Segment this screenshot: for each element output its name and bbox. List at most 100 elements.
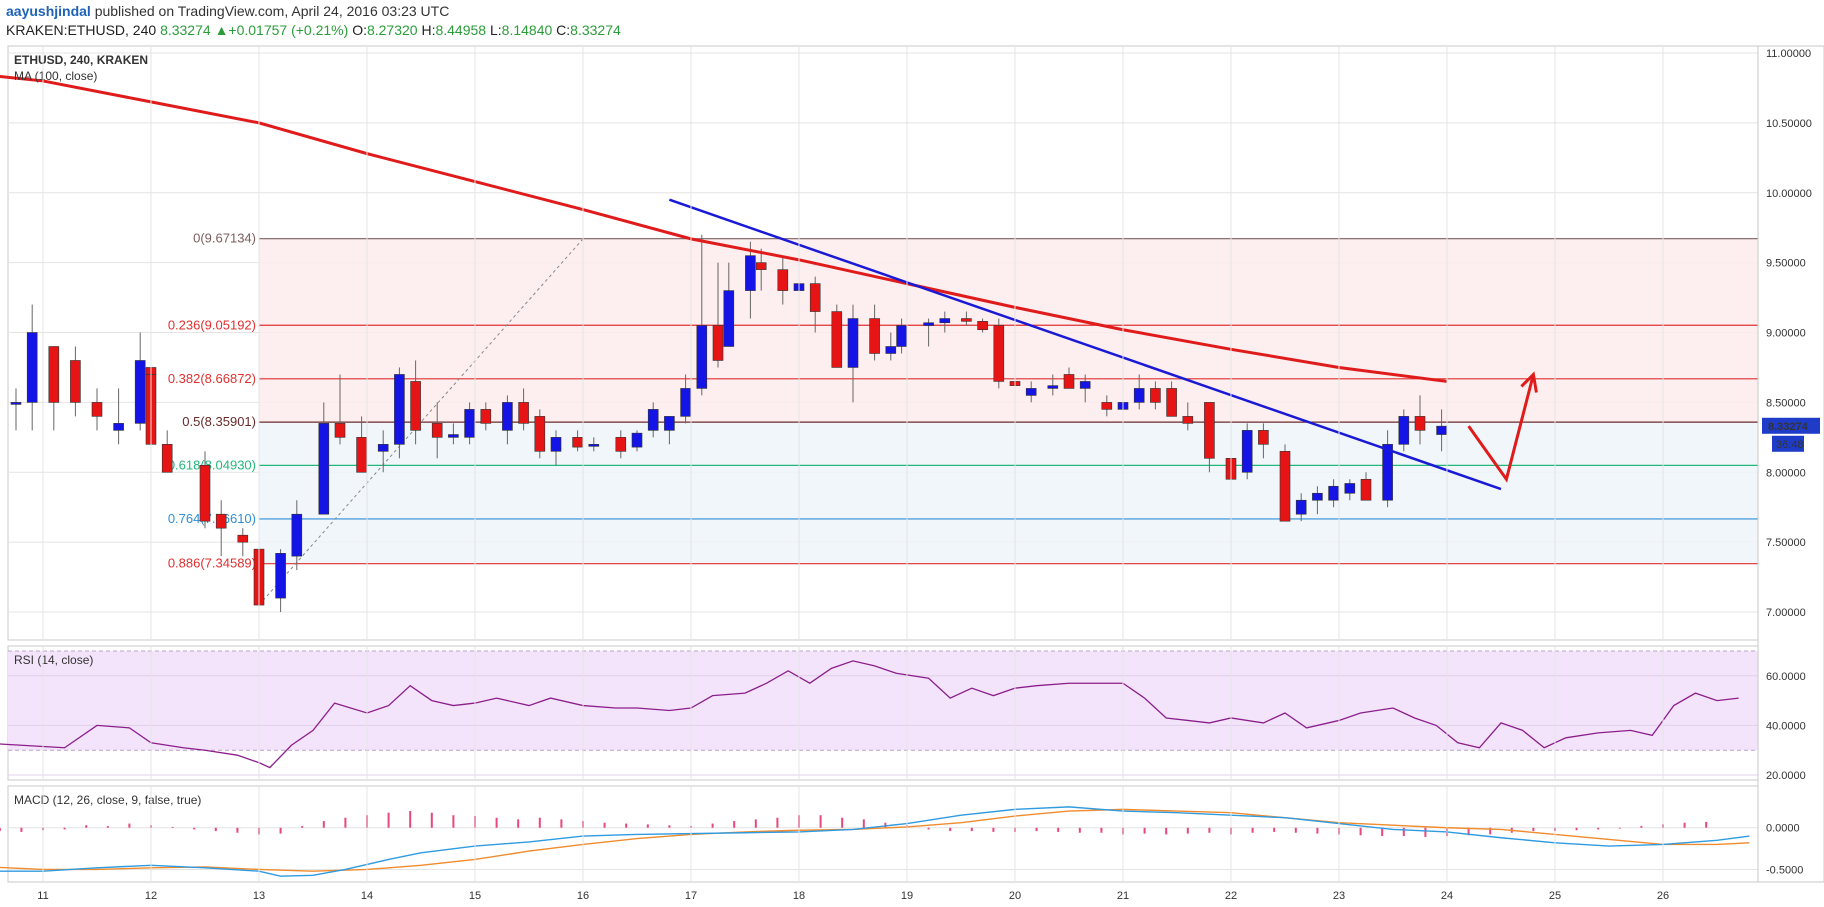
candle-body bbox=[1382, 444, 1393, 501]
candle-body bbox=[1279, 451, 1291, 522]
price-tag-bg bbox=[1762, 417, 1820, 434]
arrow-head bbox=[1520, 371, 1538, 393]
candle-body bbox=[502, 402, 513, 431]
x-tick-label: 13 bbox=[253, 890, 265, 902]
price-pane-title: ETHUSD, 240, KRAKEN bbox=[14, 53, 148, 67]
candle-body bbox=[26, 332, 38, 403]
fib-zone bbox=[259, 422, 1758, 466]
candle-body bbox=[1025, 388, 1037, 396]
candle-body bbox=[334, 423, 346, 438]
x-tick-label: 18 bbox=[793, 890, 805, 902]
fib-zone bbox=[259, 518, 1758, 564]
candle-body bbox=[199, 464, 211, 522]
y-tick-label: 11.00000 bbox=[1766, 48, 1811, 60]
candle-body bbox=[993, 325, 1005, 382]
y-tick-label: 60.0000 bbox=[1766, 671, 1806, 683]
y-tick-label: 8.50000 bbox=[1766, 397, 1806, 409]
candle-body bbox=[10, 402, 22, 405]
x-tick-label: 15 bbox=[469, 890, 481, 902]
x-tick-label: 21 bbox=[1117, 890, 1129, 902]
projection-arrow bbox=[1467, 374, 1535, 483]
candle-body bbox=[448, 434, 459, 438]
y-tick-label: 40.0000 bbox=[1766, 720, 1806, 732]
quote-line: KRAKEN:ETHUSD, 240 8.33274 ▲+0.01757 (+0… bbox=[6, 22, 621, 38]
candle-body bbox=[480, 409, 492, 424]
candle-body bbox=[70, 360, 81, 403]
rsi-title: RSI (14, close) bbox=[14, 653, 93, 667]
candle-body bbox=[885, 346, 897, 354]
fib-level-label: 0.618(8.04930) bbox=[168, 457, 256, 472]
x-tick-label: 14 bbox=[361, 890, 373, 902]
candle-body bbox=[809, 283, 821, 312]
y-tick-label: 7.00000 bbox=[1766, 607, 1806, 619]
candle-body bbox=[723, 290, 735, 347]
up-arrow-icon: ▲ bbox=[214, 22, 229, 38]
candle-body bbox=[745, 255, 756, 291]
candle-body bbox=[113, 423, 124, 431]
candle-body bbox=[1150, 388, 1161, 403]
y-tick-label: 10.00000 bbox=[1766, 188, 1812, 200]
candle-body bbox=[572, 437, 583, 448]
candle-body bbox=[1328, 485, 1339, 501]
low-value: 8.14840 bbox=[501, 22, 553, 38]
candle-body bbox=[377, 444, 389, 452]
candle-body bbox=[696, 325, 708, 389]
candle-body bbox=[1414, 416, 1426, 431]
candle-body bbox=[1182, 416, 1194, 424]
fib-zone bbox=[259, 238, 1758, 326]
price-change: +0.01757 (+0.21%) bbox=[228, 22, 349, 38]
candle-body bbox=[977, 321, 988, 331]
author-link[interactable]: aayushjindal bbox=[6, 3, 91, 19]
candle-body bbox=[318, 423, 330, 515]
candle-body bbox=[291, 513, 303, 557]
candle-body bbox=[410, 381, 421, 431]
y-tick-label: 8.00000 bbox=[1766, 467, 1806, 479]
x-tick-label: 16 bbox=[577, 890, 589, 902]
open-label: O: bbox=[352, 22, 367, 38]
candle-body bbox=[961, 318, 972, 322]
candle-body bbox=[712, 325, 724, 361]
candle-body bbox=[464, 409, 475, 438]
last-price: 8.33274 bbox=[160, 22, 211, 38]
price-pane[interactable]: 0(9.67134) 0.236(9.05192) 0.382(8.66872) 0.… bbox=[0, 45, 1759, 641]
candle-body bbox=[534, 416, 546, 452]
publish-line: aayushjindal published on TradingView.co… bbox=[6, 3, 449, 19]
y-tick-label: 20.0000 bbox=[1766, 770, 1806, 782]
rsi-line bbox=[0, 660, 1739, 769]
fib-level-label: 0.382(8.66872) bbox=[168, 371, 256, 386]
y-tick-label: 0.0000 bbox=[1766, 823, 1800, 835]
candle-body bbox=[1436, 425, 1447, 435]
fib-level-label: 0(9.67134) bbox=[193, 231, 256, 246]
candle-body bbox=[831, 311, 843, 368]
x-tick-label: 22 bbox=[1225, 890, 1237, 902]
candle-body bbox=[1047, 385, 1059, 389]
x-tick-label: 12 bbox=[145, 890, 157, 902]
fib-zone bbox=[259, 465, 1758, 519]
candle-body bbox=[1312, 492, 1323, 501]
candle-body bbox=[1063, 374, 1075, 389]
candle-body bbox=[680, 388, 691, 417]
candle-body bbox=[91, 402, 103, 417]
close-value: 8.33274 bbox=[570, 22, 621, 38]
y-tick-label: 10.50000 bbox=[1766, 118, 1812, 130]
candle-body bbox=[1101, 402, 1113, 410]
rsi-pane[interactable]: RSI (14, close) bbox=[0, 645, 1759, 781]
chart-header: aayushjindal published on TradingView.co… bbox=[0, 0, 1824, 44]
macd-pane[interactable]: MACD (12, 26, close, 9, false, true) bbox=[0, 785, 1759, 883]
y-tick-label: 9.50000 bbox=[1766, 258, 1806, 270]
candle-body bbox=[134, 360, 146, 424]
candle-body bbox=[1204, 402, 1215, 459]
rsi-band bbox=[8, 650, 1758, 751]
open-value: 8.27320 bbox=[366, 22, 418, 38]
candle-body bbox=[896, 325, 907, 347]
x-tick-label: 25 bbox=[1549, 890, 1561, 902]
y-tick-label: 7.50000 bbox=[1766, 537, 1806, 549]
y-tick-label: 9.00000 bbox=[1766, 328, 1806, 340]
fib-zone bbox=[259, 325, 1758, 379]
x-tick-label: 20 bbox=[1009, 890, 1021, 902]
candle-body bbox=[939, 318, 951, 324]
trendline bbox=[668, 198, 1502, 491]
x-tick-label: 11 bbox=[37, 890, 48, 902]
macd-frame bbox=[7, 785, 1759, 883]
